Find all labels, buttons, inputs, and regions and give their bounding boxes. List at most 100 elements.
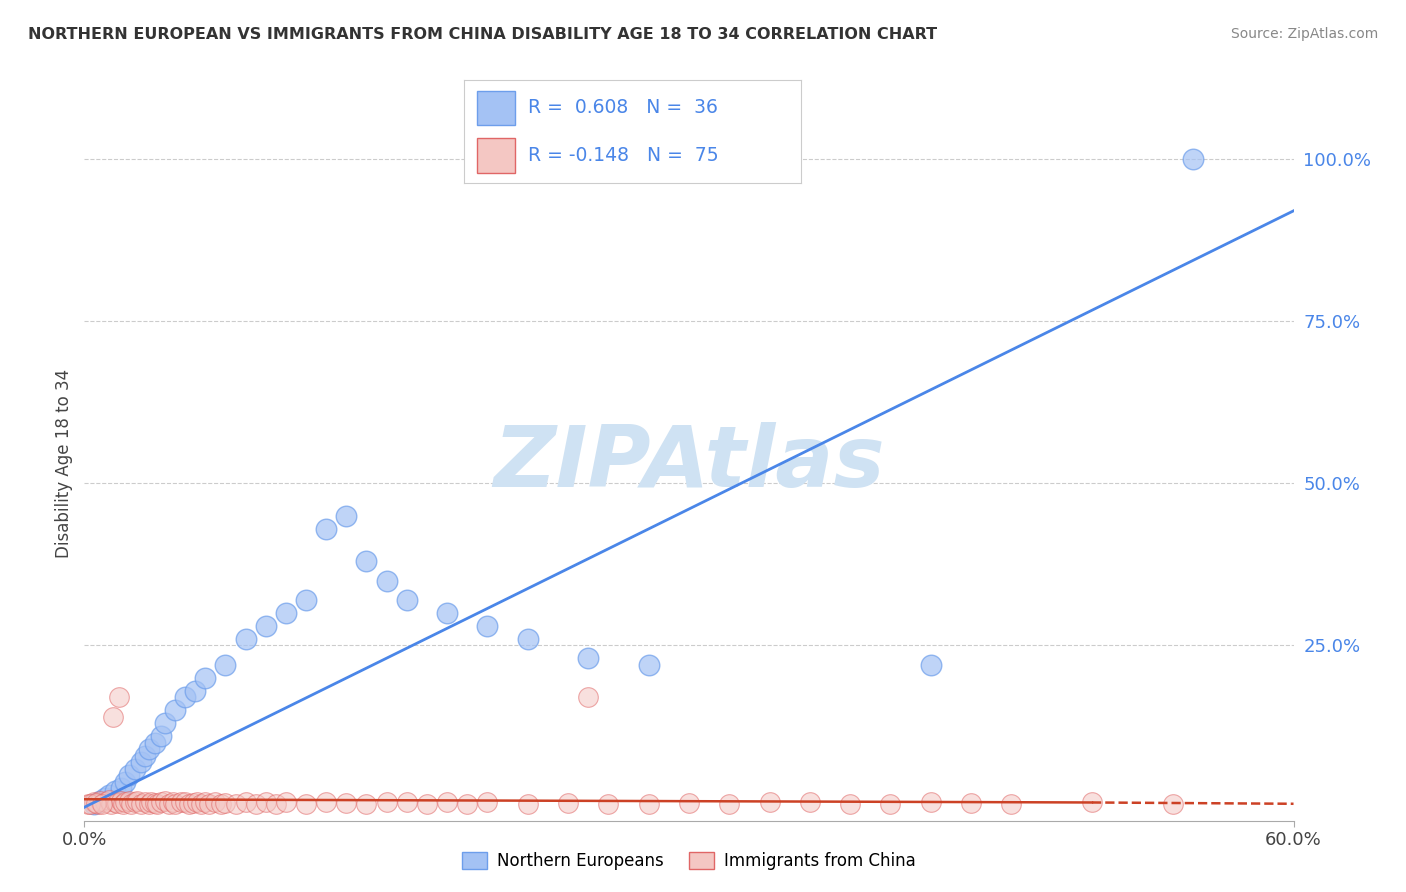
Point xyxy=(86,796,108,810)
Point xyxy=(254,619,277,633)
Point xyxy=(920,796,942,810)
Point xyxy=(146,797,169,811)
Point xyxy=(89,794,111,808)
Point xyxy=(1181,152,1204,166)
Point xyxy=(477,796,499,810)
Point xyxy=(395,795,418,809)
Point xyxy=(678,796,700,810)
Point xyxy=(143,736,166,750)
Point xyxy=(174,796,197,810)
Point xyxy=(165,797,187,811)
Point xyxy=(356,797,378,811)
Point xyxy=(153,716,176,731)
Point xyxy=(235,632,257,646)
Point xyxy=(335,796,357,810)
Point xyxy=(637,657,659,672)
Text: ZIPAtlas: ZIPAtlas xyxy=(494,422,884,506)
Point xyxy=(516,797,538,811)
Point xyxy=(204,796,226,810)
Point xyxy=(139,795,162,809)
Point xyxy=(718,797,741,811)
Point xyxy=(576,690,599,705)
Point xyxy=(129,797,152,811)
Point xyxy=(315,522,337,536)
Point xyxy=(157,797,180,811)
Point xyxy=(134,748,156,763)
Point xyxy=(335,508,357,523)
Point xyxy=(118,768,141,782)
Point xyxy=(138,797,160,811)
Point xyxy=(477,619,499,633)
Point xyxy=(1000,797,1022,811)
Point xyxy=(134,796,156,810)
Point xyxy=(799,796,821,810)
Point xyxy=(920,657,942,672)
Point xyxy=(598,797,620,811)
Point xyxy=(436,606,458,620)
Point xyxy=(143,796,166,810)
Point xyxy=(184,684,207,698)
Point xyxy=(879,797,901,811)
Point xyxy=(83,797,105,812)
Point xyxy=(101,710,124,724)
Point xyxy=(87,797,110,811)
Point xyxy=(274,796,297,810)
Point xyxy=(839,797,862,811)
Point xyxy=(114,774,136,789)
Point xyxy=(516,632,538,646)
Point xyxy=(436,796,458,810)
Point xyxy=(91,797,114,811)
Point xyxy=(274,606,297,620)
Point xyxy=(235,796,257,810)
Point xyxy=(194,671,217,685)
FancyBboxPatch shape xyxy=(478,91,515,126)
Point xyxy=(254,796,277,810)
Point xyxy=(214,796,236,810)
Point xyxy=(1081,796,1104,810)
Point xyxy=(107,690,129,705)
Point xyxy=(637,797,659,811)
Point xyxy=(124,762,146,776)
Point xyxy=(149,796,172,810)
Point xyxy=(356,554,378,568)
Point xyxy=(111,797,134,811)
Point xyxy=(198,797,221,811)
Point xyxy=(1161,797,1184,811)
Point xyxy=(118,794,141,808)
Point xyxy=(97,793,120,807)
Point xyxy=(194,796,217,810)
Text: R = -0.148   N =  75: R = -0.148 N = 75 xyxy=(529,145,718,165)
Y-axis label: Disability Age 18 to 34: Disability Age 18 to 34 xyxy=(55,369,73,558)
Point xyxy=(165,703,187,717)
Point xyxy=(181,796,204,810)
Point xyxy=(124,796,146,810)
Point xyxy=(295,593,318,607)
Point xyxy=(960,796,983,810)
Point xyxy=(104,784,127,798)
Point xyxy=(97,788,120,802)
Point xyxy=(120,797,142,811)
Point xyxy=(186,795,208,809)
Point xyxy=(105,796,128,810)
Point xyxy=(209,797,232,811)
Legend: Northern Europeans, Immigrants from China: Northern Europeans, Immigrants from Chin… xyxy=(456,845,922,877)
Point xyxy=(149,729,172,743)
Point xyxy=(138,742,160,756)
Point xyxy=(93,791,115,805)
Point xyxy=(174,690,197,705)
Point xyxy=(758,796,780,810)
Point xyxy=(264,797,287,811)
Point xyxy=(153,794,176,808)
Point xyxy=(110,794,132,808)
Point xyxy=(77,797,100,812)
Text: R =  0.608   N =  36: R = 0.608 N = 36 xyxy=(529,98,718,118)
Point xyxy=(190,797,212,811)
Point xyxy=(557,796,579,810)
Point xyxy=(100,797,122,811)
Text: Source: ZipAtlas.com: Source: ZipAtlas.com xyxy=(1230,27,1378,41)
Point xyxy=(170,795,193,809)
Point xyxy=(79,797,101,811)
Point xyxy=(83,796,105,810)
Point xyxy=(416,797,439,811)
Point xyxy=(125,794,148,808)
